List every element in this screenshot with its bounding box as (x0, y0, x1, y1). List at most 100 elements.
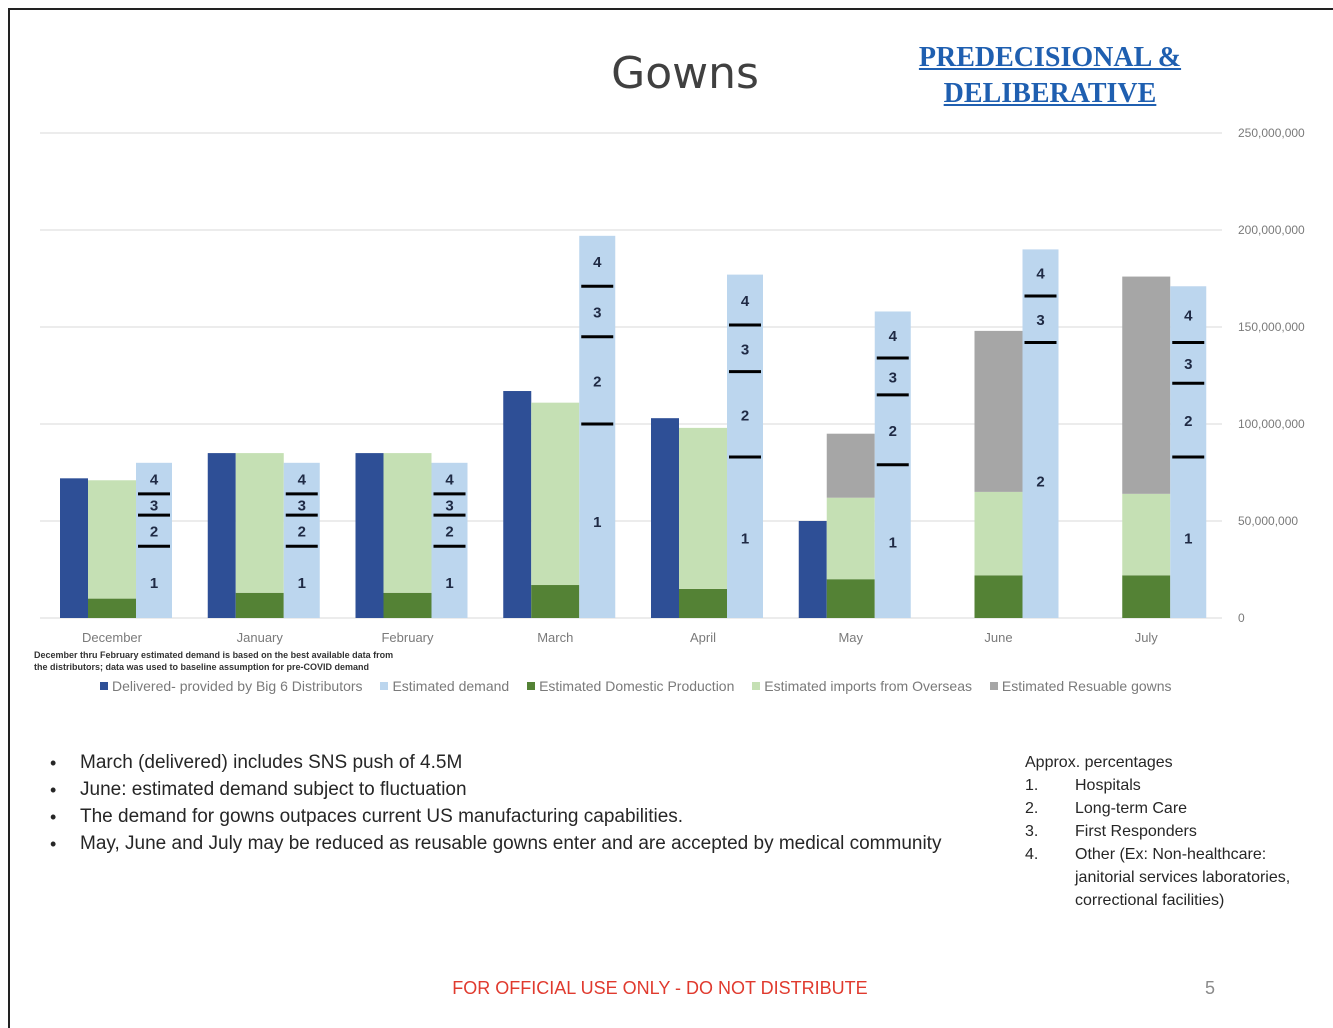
bar-estimated-demand (1170, 286, 1207, 618)
percentage-number: 2. (1025, 800, 1039, 817)
footnote-line-2: the distributors; data was used to basel… (34, 662, 370, 672)
bar-imports (826, 497, 875, 580)
demand-segment-label: 2 (1036, 473, 1044, 490)
legend-swatch (527, 682, 536, 690)
legend: Delivered- provided by Big 6 Distributor… (100, 678, 1186, 694)
y-tick-label: 150,000,000 (1238, 320, 1305, 334)
bar-delivered (503, 391, 532, 618)
bar-domestic (531, 585, 580, 618)
demand-segment-label: 4 (593, 254, 602, 271)
stamp-line-2: DELIBERATIVE (943, 78, 1157, 109)
legend-swatch (100, 682, 108, 690)
demand-segment-label: 2 (889, 423, 897, 440)
bar-domestic (1122, 575, 1171, 618)
demand-segment-label: 2 (445, 524, 453, 541)
y-tick-label: 200,000,000 (1238, 223, 1305, 237)
percentage-text: Other (Ex: Non-healthcare: janitorial se… (1075, 846, 1291, 909)
bar-imports (88, 480, 136, 599)
bar-estimated-demand (579, 235, 616, 618)
bar-domestic (88, 598, 136, 618)
bullet-list: March (delivered) includes SNS push of 4… (50, 752, 1010, 860)
percentage-text: Long-term Care (1075, 800, 1188, 817)
percentage-item: 3. First Responders (1025, 820, 1315, 843)
legend-item-imports: Estimated imports from Overseas (752, 678, 972, 694)
bar-delivered (798, 521, 827, 618)
demand-segment-label: 4 (150, 471, 159, 488)
bar-domestic (826, 579, 875, 618)
bar-delivered (355, 453, 384, 618)
percentages-box: Approx. percentages 1. Hospitals 2. Long-t… (1025, 752, 1315, 912)
bar-estimated-demand (727, 274, 763, 618)
bar-imports (383, 453, 432, 593)
legend-swatch (989, 682, 998, 690)
predecisional-stamp: PREDECISIONAL & DELIBERATIVE (900, 40, 1200, 112)
legend-item-delivered: Delivered- provided by Big 6 Distributor… (100, 678, 363, 694)
demand-segment-label: 1 (445, 575, 453, 592)
demand-segment-label: 3 (1184, 356, 1192, 373)
x-tick-label: June (984, 630, 1012, 645)
bars (60, 235, 1207, 618)
y-tick-label: 50,000,000 (1238, 514, 1298, 528)
footnote: December thru February estimated demand … (34, 649, 474, 673)
official-use-notice: FOR OFFICIAL USE ONLY - DO NOT DISTRIBUT… (452, 978, 868, 998)
demand-segment-label: 4 (445, 471, 454, 488)
legend-item-reusable: Estimated Resuable gowns (989, 678, 1172, 694)
bullet-item: June: estimated demand subject to fluctu… (50, 779, 1010, 801)
axis-labels: 0 50,000,000 100,000,000 150,000,000 200,000… (82, 126, 1305, 645)
demand-segment-label: 4 (741, 293, 750, 310)
demand-segment-label: 2 (1184, 413, 1192, 430)
percentage-number: 3. (1025, 823, 1039, 840)
demand-segment-label: 4 (298, 471, 307, 488)
bullet-item: The demand for gowns outpaces current US… (50, 806, 1010, 828)
bar-reusable (974, 330, 1023, 492)
percentage-text: Hospitals (1075, 777, 1141, 794)
percentage-item: 2. Long-term Care (1025, 797, 1315, 820)
demand-segment-label: 1 (150, 575, 158, 592)
demand-segment-label: 2 (150, 524, 158, 541)
y-tick-label: 0 (1238, 611, 1245, 625)
x-tick-label: March (537, 630, 573, 645)
bar-delivered (207, 453, 236, 618)
legend-label: Estimated demand (392, 678, 510, 694)
demand-segment-label: 3 (889, 369, 897, 386)
demand-segment-label: 2 (741, 407, 749, 424)
x-tick-label: May (838, 630, 863, 645)
x-tick-label: February (381, 630, 434, 645)
bar-estimated-demand (431, 462, 468, 618)
bar-domestic (679, 588, 727, 618)
bullet-item: March (delivered) includes SNS push of 4… (50, 752, 1010, 774)
percentage-text: First Responders (1075, 823, 1197, 840)
demand-segment-label: 2 (298, 524, 306, 541)
x-tick-label: July (1135, 630, 1159, 645)
y-tick-label: 100,000,000 (1238, 417, 1305, 431)
legend-swatch (752, 682, 761, 690)
legend-swatch (380, 682, 389, 690)
x-tick-label: April (690, 630, 716, 645)
bar-imports (679, 427, 727, 589)
demand-segment-label: 3 (1036, 312, 1044, 329)
percentage-number: 1. (1025, 777, 1039, 794)
footnote-line-1: December thru February estimated demand … (34, 650, 394, 660)
bar-imports (1122, 493, 1171, 576)
demand-segment-label: 1 (741, 530, 749, 547)
chart-title: Gowns (611, 48, 759, 99)
demand-segment-label: 2 (593, 373, 601, 390)
demand-segment-label: 4 (1036, 266, 1045, 283)
bar-domestic (383, 592, 432, 618)
page-number: 5 (1205, 978, 1216, 998)
demand-segment-label: 4 (1184, 307, 1193, 324)
gowns-chart: 0 50,000,000 100,000,000 150,000,000 200,000… (40, 126, 1305, 645)
bar-reusable (1122, 276, 1171, 494)
bar-estimated-demand (1022, 249, 1059, 618)
legend-item-domestic: Estimated Domestic Production (527, 678, 734, 694)
x-tick-label: January (237, 630, 284, 645)
demand-segment-label: 3 (150, 498, 158, 515)
demand-segment-label: 4 (889, 328, 898, 345)
demand-segment-label: 3 (593, 304, 601, 321)
x-tick-label: December (82, 630, 143, 645)
percentage-item: 1. Hospitals (1025, 774, 1315, 797)
legend-item-estimated-demand: Estimated demand (380, 678, 509, 694)
legend-label: Estimated imports from Overseas (764, 678, 973, 694)
bar-delivered (651, 418, 679, 618)
bullet-item: May, June and July may be reduced as reu… (50, 833, 1010, 855)
